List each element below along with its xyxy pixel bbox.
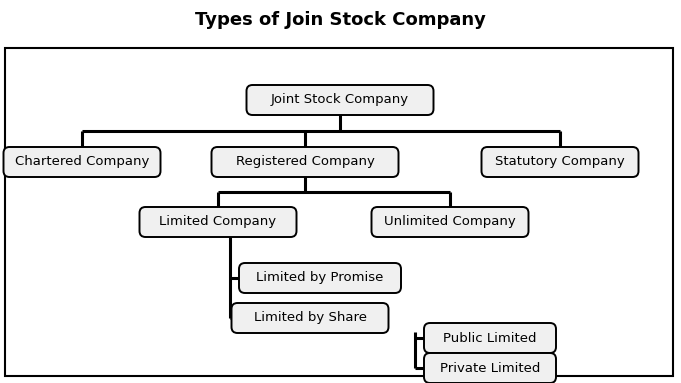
FancyBboxPatch shape <box>372 207 528 237</box>
Text: Statutory Company: Statutory Company <box>495 155 625 169</box>
FancyBboxPatch shape <box>232 303 388 333</box>
Text: Registered Company: Registered Company <box>236 155 375 169</box>
FancyBboxPatch shape <box>247 85 434 115</box>
Text: Chartered Company: Chartered Company <box>15 155 149 169</box>
Text: Limited Company: Limited Company <box>159 216 276 229</box>
FancyBboxPatch shape <box>239 263 401 293</box>
Text: Joint Stock Company: Joint Stock Company <box>271 93 409 106</box>
Text: Limited by Share: Limited by Share <box>253 311 366 324</box>
Text: Limited by Promise: Limited by Promise <box>256 272 383 285</box>
Text: Private Limited: Private Limited <box>440 362 540 375</box>
Text: Public Limited: Public Limited <box>443 332 537 344</box>
FancyBboxPatch shape <box>424 323 556 353</box>
Text: Types of Join Stock Company: Types of Join Stock Company <box>195 11 486 29</box>
FancyBboxPatch shape <box>212 147 398 177</box>
Text: Unlimited Company: Unlimited Company <box>384 216 516 229</box>
Bar <box>5 48 673 376</box>
FancyBboxPatch shape <box>3 147 161 177</box>
FancyBboxPatch shape <box>424 353 556 383</box>
FancyBboxPatch shape <box>481 147 639 177</box>
FancyBboxPatch shape <box>140 207 296 237</box>
